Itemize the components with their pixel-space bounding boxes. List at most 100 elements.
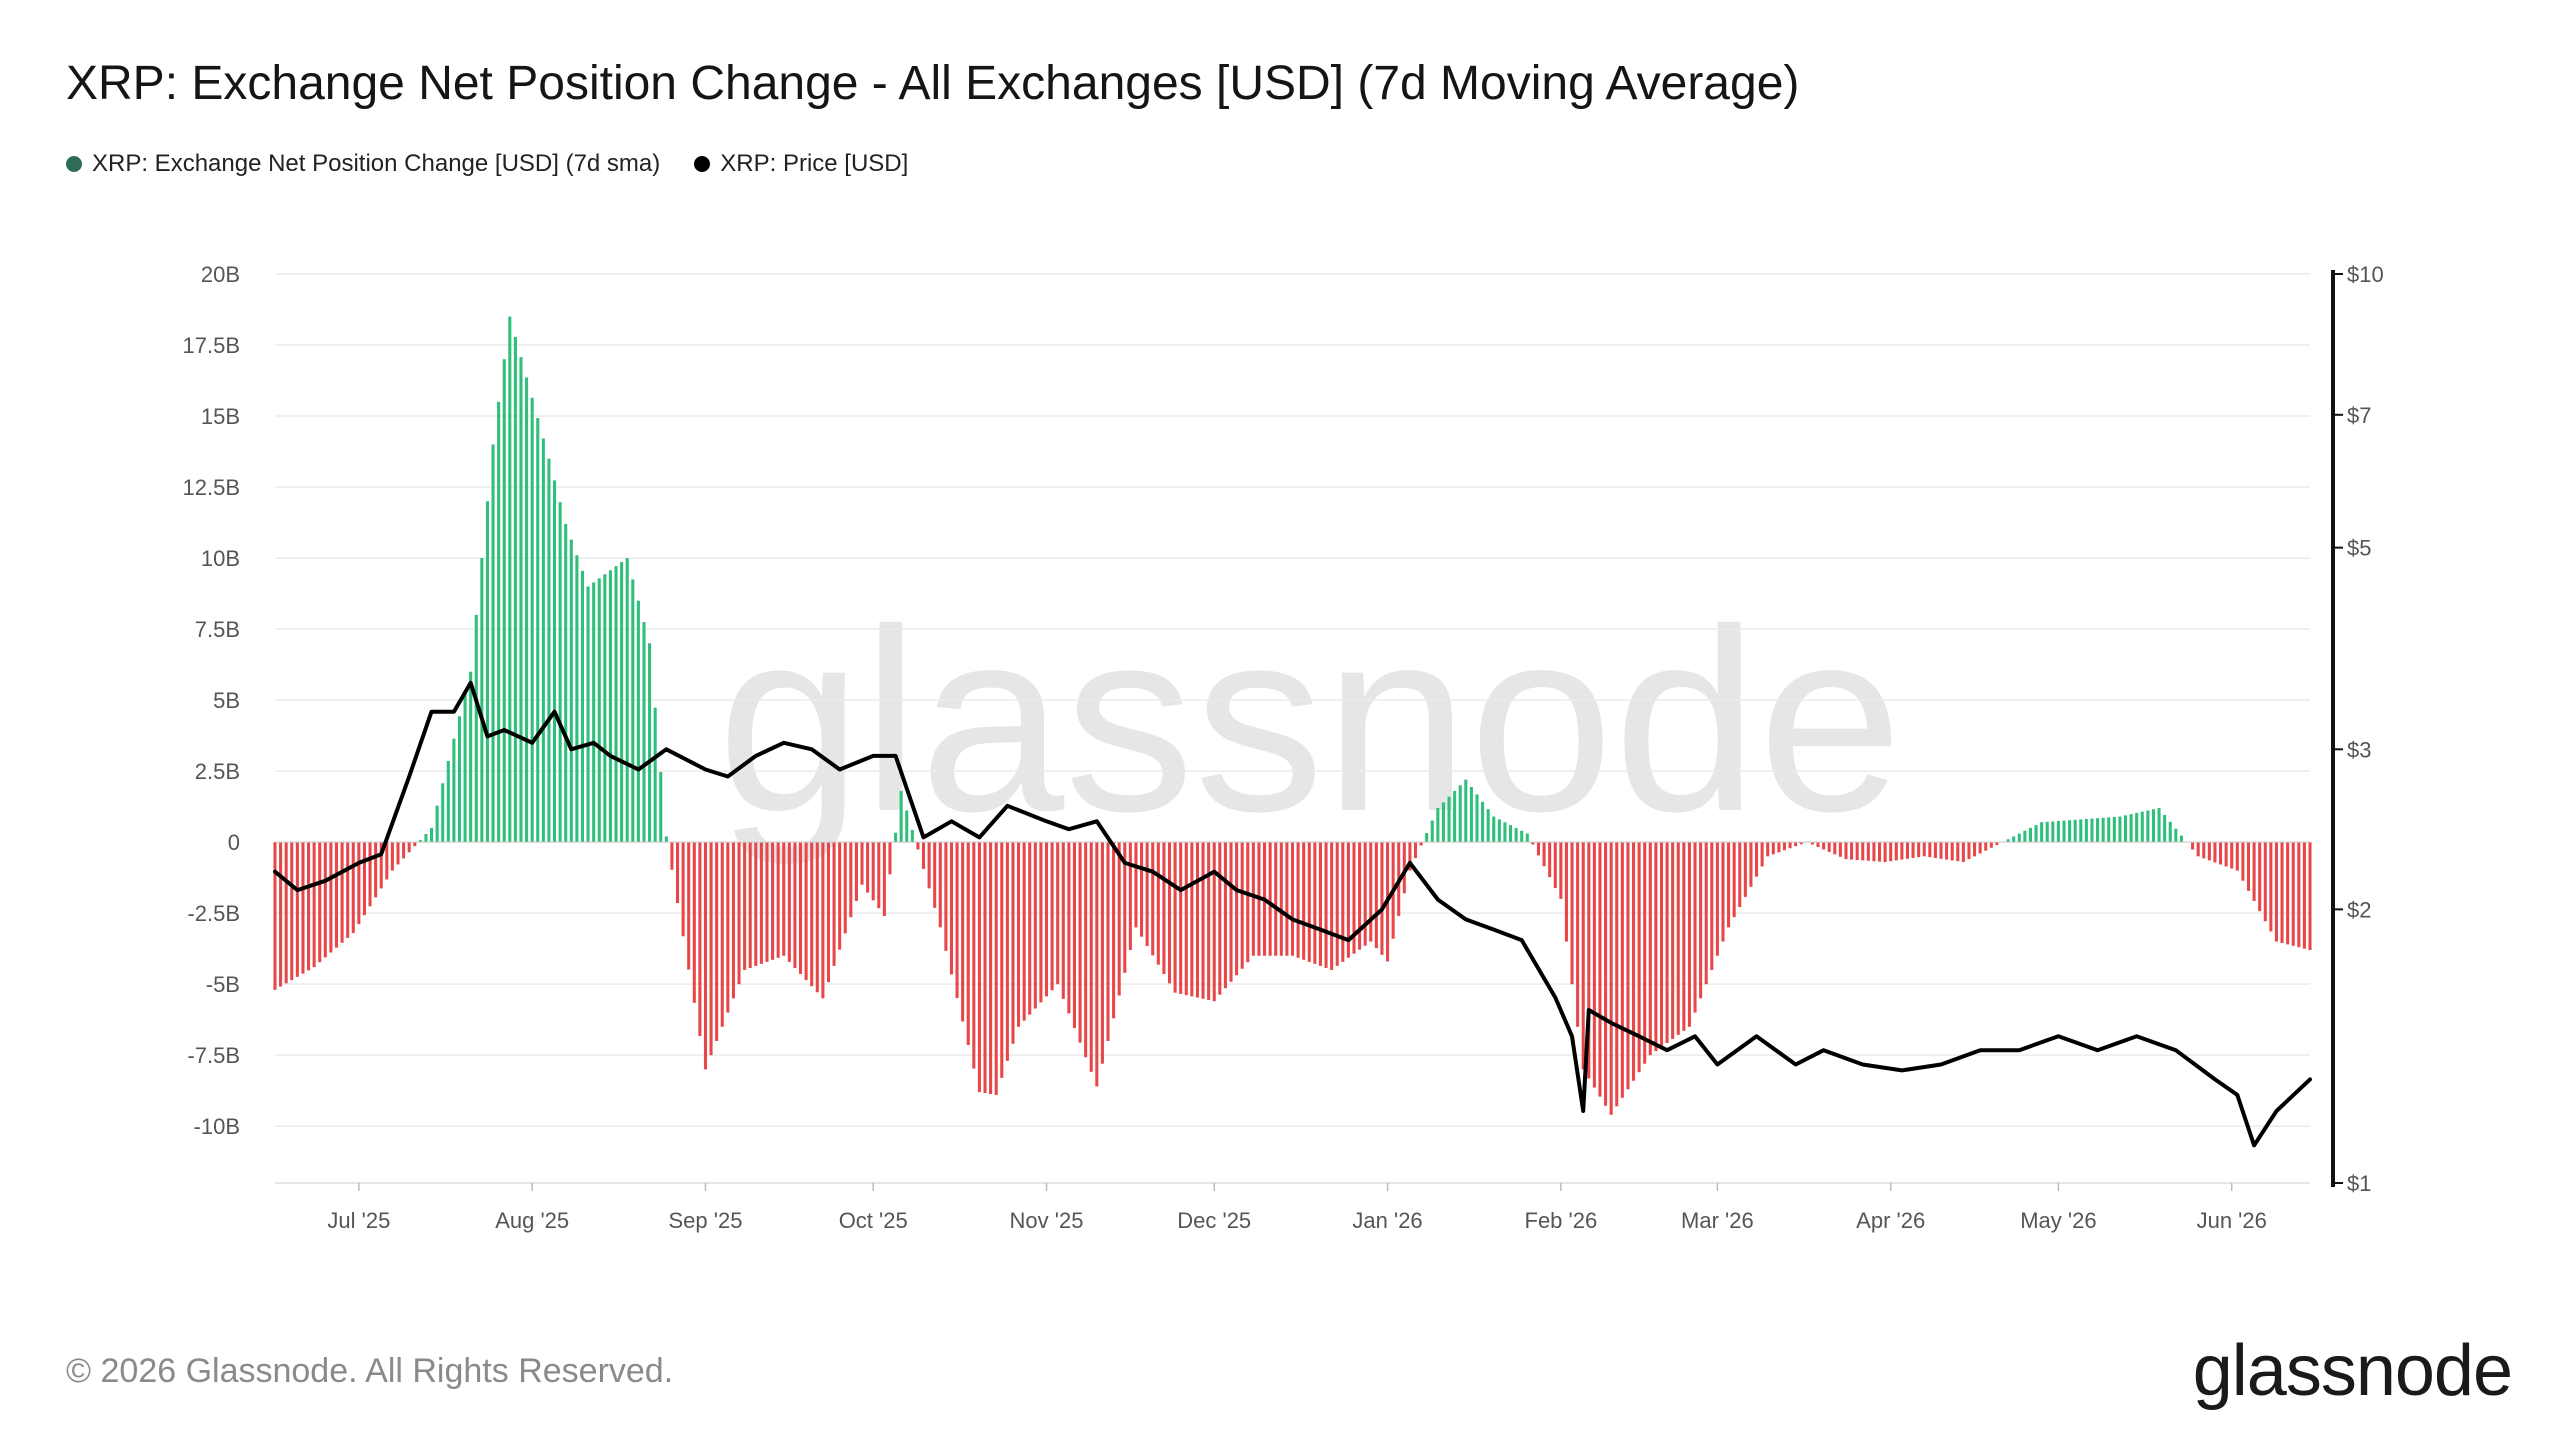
net-position-bar bbox=[782, 842, 786, 956]
net-position-bar bbox=[1626, 842, 1630, 1090]
net-position-bar bbox=[1950, 842, 1954, 861]
net-position-bar bbox=[1777, 842, 1781, 853]
net-position-bar bbox=[1369, 842, 1373, 942]
net-position-bar bbox=[323, 842, 327, 958]
net-position-bar bbox=[972, 842, 976, 1069]
net-position-bar bbox=[1100, 842, 1104, 1064]
net-position-bar bbox=[720, 842, 724, 1027]
net-position-bar bbox=[1078, 842, 1082, 1043]
net-position-bar bbox=[1274, 842, 1278, 956]
net-position-bar bbox=[2006, 839, 2010, 843]
net-position-bar bbox=[1917, 842, 1921, 858]
net-position-bar bbox=[1413, 842, 1418, 859]
net-position-bar bbox=[446, 760, 450, 843]
net-position-bar bbox=[1235, 842, 1239, 976]
net-position-bar bbox=[2280, 842, 2284, 943]
net-position-bar bbox=[2191, 842, 2195, 850]
net-position-bar bbox=[597, 578, 601, 843]
net-position-bar bbox=[1140, 842, 1144, 937]
net-position-bar bbox=[771, 842, 775, 960]
net-position-bar bbox=[1844, 842, 1848, 860]
net-position-bar bbox=[2112, 816, 2116, 843]
net-position-bar bbox=[614, 566, 618, 843]
y-right-axis: $10 $7 $5 $3 $2 $1 bbox=[2331, 262, 2384, 1196]
net-position-bar bbox=[2207, 842, 2211, 861]
net-position-bar bbox=[469, 671, 473, 843]
net-position-bar bbox=[1218, 842, 1222, 995]
net-position-bar bbox=[1542, 842, 1546, 867]
net-position-bar bbox=[754, 842, 758, 966]
net-position-bar bbox=[1229, 842, 1233, 982]
net-position-bar bbox=[810, 842, 814, 987]
net-position-bar bbox=[888, 842, 892, 875]
chart-canvas[interactable]: glassnode 20B 17.5B 15B 12.5B 10B 7.5B 5B 2.5B 0… bbox=[0, 0, 2560, 1300]
net-position-bar bbox=[441, 783, 445, 843]
net-position-bar bbox=[1592, 842, 1596, 1088]
net-position-bar bbox=[877, 842, 881, 909]
net-position-bar bbox=[905, 810, 909, 843]
net-position-bar bbox=[346, 842, 350, 938]
net-position-bar bbox=[2090, 818, 2094, 843]
net-position-bar bbox=[703, 842, 708, 1070]
net-position-bar bbox=[1011, 842, 1015, 1044]
net-position-bar bbox=[1330, 842, 1334, 970]
net-position-bar bbox=[1749, 842, 1753, 887]
net-position-bar bbox=[1458, 785, 1462, 843]
net-position-bar bbox=[1123, 842, 1127, 973]
net-position-bar bbox=[1285, 842, 1289, 956]
net-position-bar bbox=[2034, 825, 2038, 843]
y-left-axis: 20B 17.5B 15B 12.5B 10B 7.5B 5B 2.5B 0 -2.5B -5B -7… bbox=[183, 262, 241, 1139]
net-position-bar bbox=[1766, 842, 1770, 857]
net-position-bar bbox=[1179, 842, 1183, 994]
net-position-bar bbox=[491, 444, 495, 843]
net-position-bar bbox=[1419, 842, 1423, 846]
net-position-bar bbox=[1039, 842, 1043, 1003]
net-position-bar bbox=[536, 418, 540, 843]
net-position-bar bbox=[1659, 842, 1664, 1048]
net-position-bar bbox=[949, 842, 953, 975]
net-position-bar bbox=[2246, 842, 2251, 891]
y-right-tick-label: $3 bbox=[2347, 737, 2371, 762]
net-position-bar bbox=[849, 842, 853, 918]
net-position-bar bbox=[670, 842, 674, 870]
net-position-bar bbox=[1905, 842, 1910, 859]
net-position-bar bbox=[1195, 842, 1199, 998]
net-position-bar bbox=[1704, 842, 1708, 985]
y-left-tick-label: 12.5B bbox=[183, 475, 241, 500]
net-position-bar bbox=[854, 842, 858, 901]
net-position-bar bbox=[653, 707, 657, 843]
net-position-bar bbox=[1973, 842, 1977, 857]
net-position-bar bbox=[1850, 842, 1854, 860]
net-position-bar bbox=[938, 842, 942, 928]
net-position-bar bbox=[357, 842, 361, 925]
net-position-bar bbox=[2045, 821, 2049, 843]
x-tick-label: Aug '25 bbox=[495, 1208, 569, 1233]
net-position-bar bbox=[2028, 827, 2032, 843]
net-position-bar bbox=[307, 842, 311, 971]
x-tick-label: May '26 bbox=[2020, 1208, 2096, 1233]
net-position-bar bbox=[1995, 842, 1999, 845]
net-position-bar bbox=[882, 842, 886, 916]
net-position-bar bbox=[2291, 842, 2295, 946]
net-position-bar bbox=[2051, 821, 2055, 843]
net-position-bar bbox=[1514, 827, 1518, 843]
net-position-bar bbox=[1838, 842, 1842, 857]
net-position-bar bbox=[1548, 842, 1552, 878]
net-position-bar bbox=[1436, 808, 1440, 843]
net-position-bar bbox=[575, 555, 579, 843]
net-position-bar bbox=[692, 842, 696, 1003]
net-position-bar bbox=[1251, 842, 1255, 956]
legend-item-net-position[interactable]: XRP: Exchange Net Position Change [USD] … bbox=[66, 150, 660, 178]
legend-item-price[interactable]: XRP: Price [USD] bbox=[694, 150, 908, 178]
net-position-bar bbox=[2224, 842, 2228, 867]
net-position-bar bbox=[1190, 842, 1194, 997]
net-position-bar bbox=[1794, 842, 1798, 847]
net-position-bar bbox=[1676, 842, 1680, 1035]
net-position-bar bbox=[1771, 842, 1775, 855]
y-right-tick-label: $10 bbox=[2347, 262, 2384, 287]
net-position-bar bbox=[1883, 842, 1887, 863]
net-position-bar bbox=[301, 842, 305, 974]
net-position-bar bbox=[1961, 842, 1965, 863]
net-position-bar bbox=[933, 842, 937, 908]
net-position-bar bbox=[1570, 842, 1574, 985]
